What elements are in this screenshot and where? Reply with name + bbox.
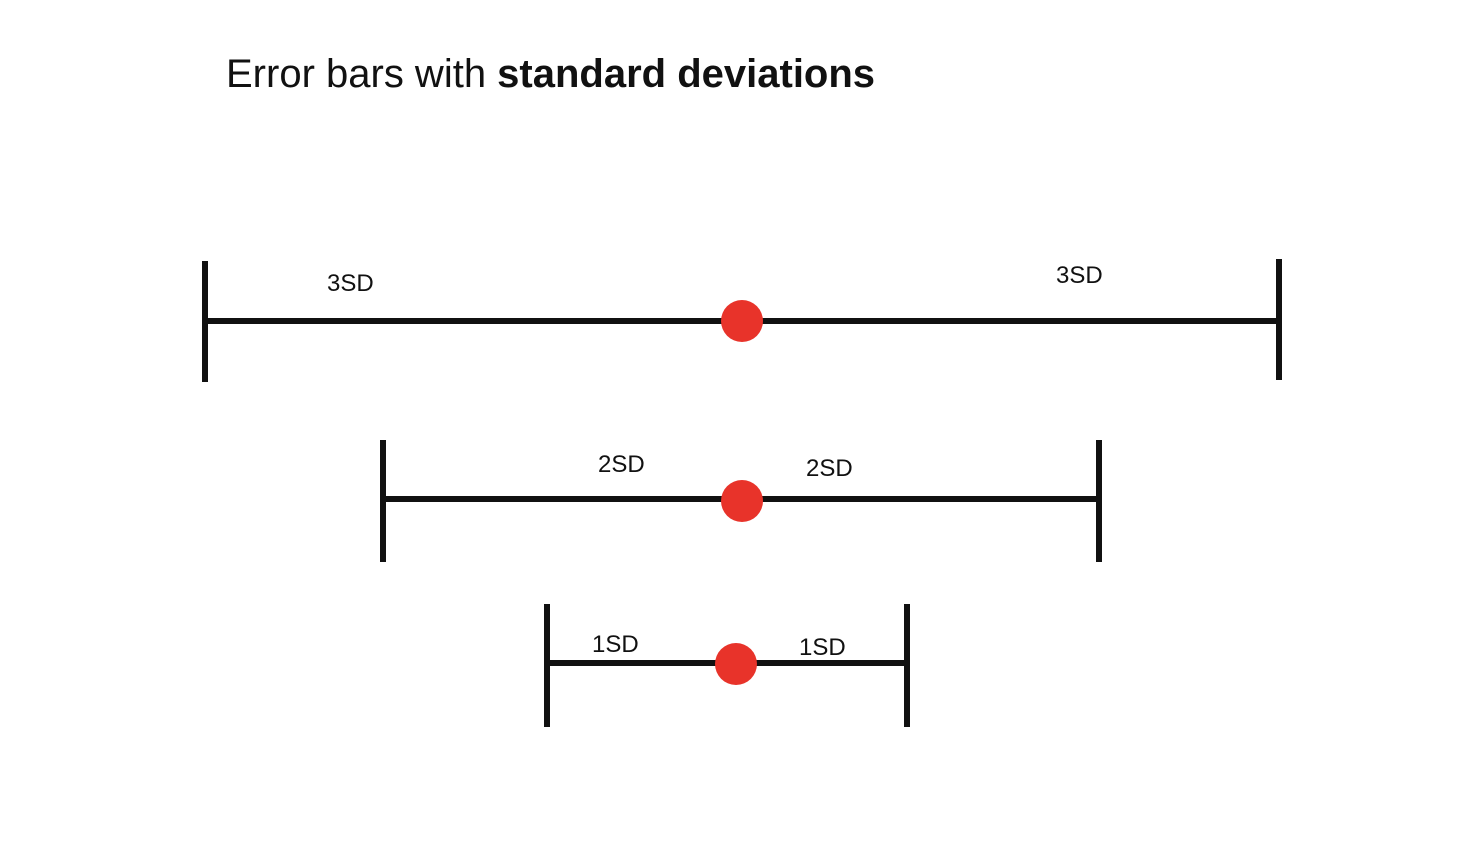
error-bar-2sd: 2SD 2SD <box>380 440 1102 562</box>
error-bar-3sd-mean-marker <box>721 300 763 342</box>
error-bar-3sd: 3SD 3SD <box>202 259 1282 382</box>
error-bar-2sd-right-label: 2SD <box>806 455 853 482</box>
error-bar-2sd-left-label: 2SD <box>598 451 645 478</box>
error-bar-1sd-mean-marker <box>715 643 757 685</box>
error-bar-1sd-right-label: 1SD <box>799 634 846 661</box>
error-bar-3sd-right-label: 3SD <box>1056 262 1103 289</box>
error-bar-3sd-left-label: 3SD <box>327 270 374 297</box>
error-bar-1sd: 1SD 1SD <box>544 604 910 727</box>
title-emphasis: standard deviations <box>497 52 876 96</box>
title-prefix: Error bars with <box>226 52 498 96</box>
diagram-title: Error bars with standard deviations <box>226 48 875 100</box>
error-bar-2sd-mean-marker <box>721 480 763 522</box>
error-bar-1sd-left-label: 1SD <box>592 631 639 658</box>
